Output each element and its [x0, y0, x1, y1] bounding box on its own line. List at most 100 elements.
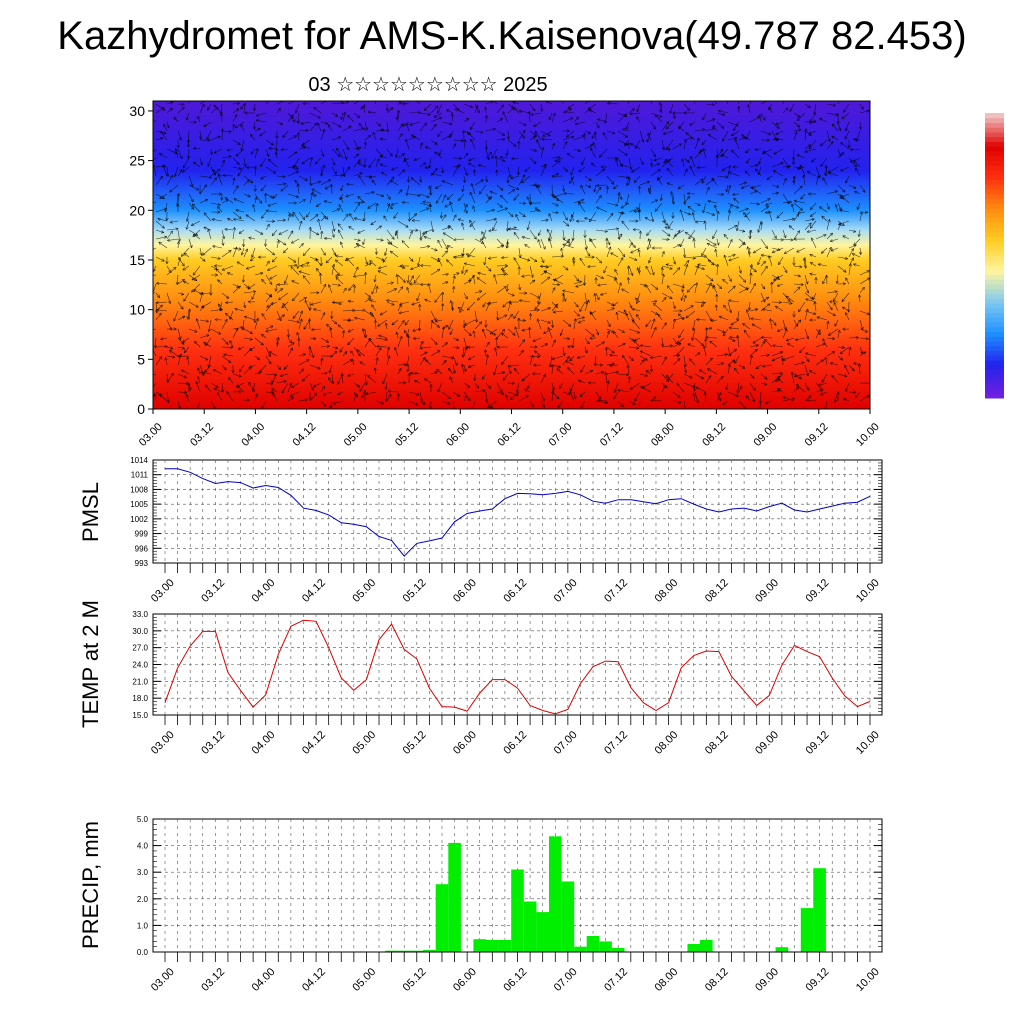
wind-arrow-head — [280, 188, 283, 192]
wind-arrow — [340, 184, 344, 192]
wind-arrow-head — [621, 220, 625, 223]
wind-arrow-head — [711, 97, 714, 98]
wind-arrow-head — [486, 179, 489, 183]
wind-arrow — [452, 165, 459, 177]
wind-arrow-head — [842, 222, 845, 226]
wind-arrow — [776, 211, 784, 219]
wind-arrow — [485, 101, 494, 105]
wind-arrow — [221, 199, 229, 204]
wind-arrow-head — [836, 120, 839, 124]
wind-arrow-head — [644, 217, 647, 221]
wind-arrow-head — [317, 218, 319, 222]
wind-arrow-head — [808, 121, 812, 124]
wind-arrow-head — [513, 197, 515, 201]
wind-arrow-head — [415, 213, 417, 217]
wind-arrow — [771, 238, 784, 241]
wind-arrow-head — [840, 142, 844, 144]
wind-arrow — [375, 238, 384, 241]
wind-arrow — [221, 265, 234, 271]
wind-arrow-head — [429, 192, 431, 196]
wind-arrow-head — [382, 259, 384, 263]
wind-arrow-head — [666, 237, 670, 240]
wind-arrow-head — [303, 254, 307, 256]
wind-arrow-head — [798, 129, 802, 132]
wind-arrow-head — [426, 245, 430, 247]
wind-arrow — [232, 157, 240, 165]
wind-arrow — [518, 211, 526, 218]
wind-arrow-head — [775, 132, 778, 135]
wind-arrow-head — [501, 245, 505, 249]
wind-arrow-head — [427, 114, 431, 116]
wind-arrow-head — [175, 228, 179, 231]
wind-arrow — [317, 218, 322, 231]
wind-arrow — [364, 191, 375, 195]
wind-arrow-head — [146, 251, 148, 253]
wind-arrow-head — [457, 164, 461, 166]
wind-arrow-head — [420, 265, 424, 268]
wind-arrow — [491, 148, 498, 159]
wind-arrow-head — [349, 125, 352, 129]
wind-arrow — [485, 148, 490, 160]
wind-arrow — [736, 220, 740, 231]
wind-arrow-head — [410, 260, 414, 262]
wind-arrow-head — [678, 126, 681, 130]
wind-arrow-head — [769, 106, 772, 110]
wind-arrow-head — [669, 159, 671, 163]
wind-arrow-head — [667, 147, 671, 150]
wind-arrow-head — [217, 211, 221, 214]
wind-arrow-head — [211, 218, 215, 220]
wind-arrow-head — [241, 252, 244, 256]
wind-arrow-head — [171, 108, 173, 112]
wind-arrow-head — [562, 188, 565, 192]
wind-arrow-head — [399, 133, 403, 136]
wind-arrow-head — [303, 146, 306, 150]
wind-arrow — [797, 211, 806, 214]
wind-arrow-head — [191, 203, 194, 207]
wind-arrow — [647, 132, 652, 141]
wind-arrow — [825, 165, 828, 177]
wind-arrow-head — [853, 160, 855, 164]
wind-arrow — [835, 204, 839, 213]
wind-arrow — [595, 195, 602, 204]
wind-arrow — [809, 220, 817, 229]
wind-arrow-head — [187, 144, 191, 148]
wind-arrow-head — [187, 155, 189, 159]
wind-arrow-head — [293, 263, 298, 266]
wind-arrow-head — [589, 177, 592, 181]
wind-arrow — [738, 229, 745, 232]
wind-arrow-head — [358, 123, 362, 125]
wind-arrow — [188, 101, 190, 105]
wind-arrow — [837, 152, 845, 159]
wind-arrow-head — [840, 94, 841, 97]
wind-arrow-head — [522, 216, 526, 218]
wind-arrow — [309, 122, 318, 132]
wind-arrow-head — [711, 97, 712, 100]
wind-arrow-head — [468, 158, 471, 161]
wind-arrow-head — [379, 155, 383, 157]
wind-arrow — [271, 256, 278, 263]
wind-arrow-head — [424, 162, 427, 166]
wind-arrow — [727, 204, 733, 213]
wind-arrow — [797, 166, 806, 170]
wind-arrow — [331, 121, 342, 128]
wind-arrow — [549, 238, 553, 249]
wind-arrow-head — [495, 155, 498, 159]
wind-arrow-head — [193, 120, 197, 123]
wind-arrow-head — [153, 164, 156, 168]
wind-arrow — [317, 122, 322, 132]
wind-arrow — [796, 154, 806, 159]
wind-arrow-head — [340, 196, 344, 200]
wind-arrow-head — [659, 109, 661, 113]
wind-arrow-head — [735, 227, 738, 231]
wind-arrow-head — [300, 121, 304, 125]
wind-arrow-head — [853, 165, 857, 168]
wind-arrow-head — [581, 199, 585, 202]
wind-arrow-head — [218, 136, 221, 139]
wind-arrow-head — [283, 219, 286, 222]
wind-arrow-head — [401, 189, 403, 193]
wind-arrow — [452, 214, 457, 222]
wind-arrow — [617, 211, 623, 222]
wind-arrow-head — [703, 254, 707, 257]
wind-arrow-head — [583, 234, 586, 238]
wind-arrow — [809, 254, 817, 258]
